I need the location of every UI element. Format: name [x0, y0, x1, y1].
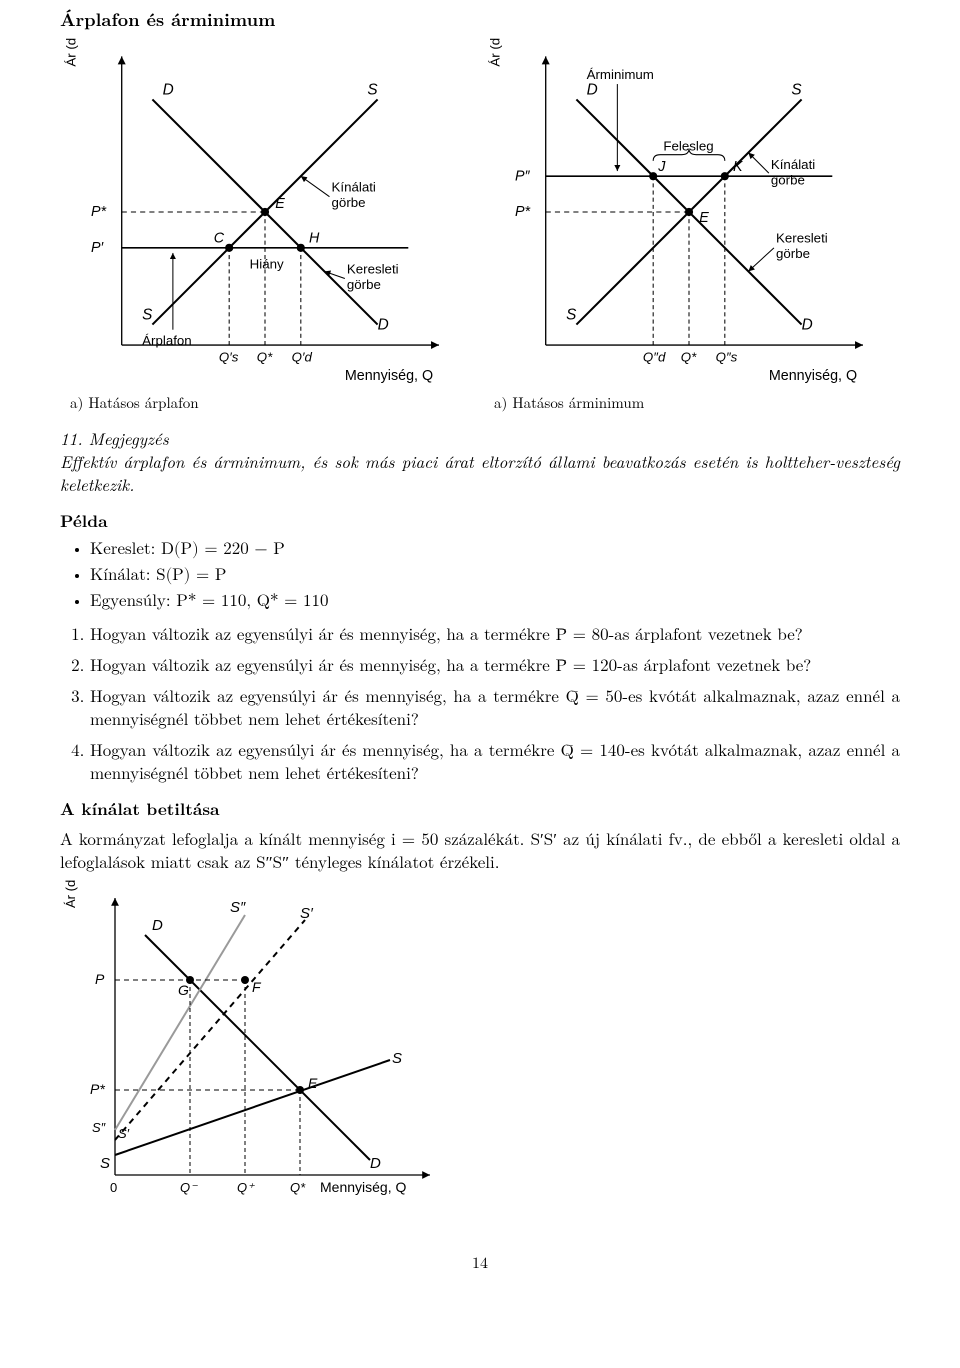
ban-heading: A kínálat betiltása	[60, 798, 900, 821]
figure-ban: Ár (dollár/Q), P D D S S S′ S′ S″ S″ P P…	[60, 880, 900, 1215]
label-E3: E	[308, 1075, 318, 1091]
label-Pprime: P′	[91, 240, 105, 256]
xlabel2: Mennyiség, Q	[769, 368, 857, 384]
label-S3: S	[392, 1050, 402, 1067]
label-Qm: Q⁻	[180, 1180, 198, 1195]
label-Qps: Q′s	[219, 350, 239, 365]
label-ceiling: Árplafon	[142, 333, 192, 348]
bullet-demand: Kereslet: D(P) = 220 − P	[90, 539, 900, 562]
bullet-supply: Kínálat: S(P) = P	[90, 565, 900, 588]
example-heading: Példa	[60, 510, 900, 533]
label-G: G	[178, 982, 189, 998]
xlabel1: Mennyiség, Q	[345, 368, 433, 384]
ylabel: Ár (dollár/Q), P	[64, 38, 79, 67]
label-K: K	[733, 159, 744, 175]
label-D2: D	[378, 317, 389, 334]
label-Qstar2: Q*	[681, 350, 697, 365]
label-D-f2: D	[587, 82, 598, 99]
label-Spb: S′	[118, 1126, 130, 1141]
label-S: S	[367, 82, 378, 99]
label-C: C	[214, 231, 225, 247]
page-number: 14	[60, 1251, 900, 1273]
label-Spp: S″	[230, 899, 246, 916]
label-Sp: S′	[300, 905, 314, 922]
label-F: F	[252, 979, 262, 995]
label-Qss: Q″s	[716, 350, 738, 365]
svg-text:görbe: görbe	[332, 195, 366, 210]
label-Ppp: P″	[515, 169, 531, 185]
figure-row-1: Ár (dollár/Q), P D S S D E P* P′ C	[60, 38, 900, 421]
question-1: Hogyan változik az egyensúlyi ár és menn…	[90, 622, 900, 645]
label-demandcurve2: Keresleti	[776, 231, 828, 246]
label-supplycurve1: Kínálati	[332, 180, 376, 195]
label-Qstar3: Q*	[290, 1180, 306, 1195]
label-S-f2: S	[791, 82, 802, 99]
label-S2-f2: S	[566, 307, 577, 324]
label-E: E	[275, 196, 285, 212]
page-title: Árplafon és árminimum	[60, 8, 900, 32]
svg-text:görbe: görbe	[347, 277, 381, 292]
chart-price-floor: Ár (dollár/Q), P D S S D P″ P* J K	[484, 38, 894, 386]
label-J: J	[657, 159, 666, 175]
chart-price-ceiling: Ár (dollár/Q), P D S S D E P* P′ C	[60, 38, 470, 386]
note-label: 11. Megjegyzés	[60, 426, 169, 450]
label-Pstar2: P*	[515, 204, 531, 220]
label-S3b: S	[100, 1155, 110, 1172]
label-E2: E	[699, 211, 709, 227]
label-H: H	[309, 231, 320, 247]
label-shortage: Hiány	[250, 257, 284, 272]
label-S2: S	[142, 307, 153, 324]
label-Qp: Q⁺	[237, 1180, 255, 1195]
question-3: Hogyan változik az egyensúlyi ár és menn…	[90, 684, 900, 730]
label-demandcurve1: Keresleti	[347, 262, 399, 277]
label-Pstar3: P*	[90, 1081, 105, 1097]
bullet-eq: Egyensúly: P* = 110, Q* = 110	[90, 591, 900, 614]
ylabel2: Ár (dollár/Q), P	[488, 38, 503, 67]
caption-fig2: a) Hatásos árminimum	[494, 393, 900, 413]
label-Qdd: Q″d	[643, 350, 666, 365]
svg-text:görbe: görbe	[776, 246, 810, 261]
figure-ceiling: Ár (dollár/Q), P D S S D E P* P′ C	[60, 38, 476, 421]
label-Qstar1: Q*	[257, 350, 273, 365]
note-text: Effektív árplafon és árminimum, és sok m…	[60, 449, 900, 496]
label-D: D	[163, 82, 174, 99]
document-page: Árplafon és árminimum Ár (dollár/Q), P D…	[0, 0, 960, 1313]
label-P3: P	[95, 971, 105, 987]
chart-supply-ban: Ár (dollár/Q), P D D S S S′ S′ S″ S″ P P…	[60, 880, 460, 1210]
label-supplycurve2: Kínálati	[771, 157, 815, 172]
question-list: Hogyan változik az egyensúlyi ár és menn…	[90, 622, 900, 784]
label-D2-f2: D	[802, 317, 813, 334]
caption-fig1: a) Hatásos árplafon	[70, 393, 476, 413]
question-4: Hogyan változik az egyensúlyi ár és menn…	[90, 738, 900, 784]
ylabel3: Ár (dollár/Q), P	[63, 880, 78, 908]
label-zero: 0	[110, 1180, 117, 1195]
label-floor: Árminimum	[587, 67, 654, 82]
label-D3b: D	[370, 1155, 381, 1172]
label-Qpd: Q′d	[292, 350, 313, 365]
label-Sppb: S″	[92, 1120, 106, 1135]
label-D3: D	[152, 917, 163, 934]
ban-text: A kormányzat lefoglalja a kínált mennyis…	[60, 827, 900, 873]
label-Pstar: P*	[91, 204, 107, 220]
example-bullets: Kereslet: D(P) = 220 − P Kínálat: S(P) =…	[90, 539, 900, 614]
xlabel3: Mennyiség, Q	[320, 1179, 406, 1195]
question-2: Hogyan változik az egyensúlyi ár és menn…	[90, 653, 900, 676]
svg-text:görbe: görbe	[771, 173, 805, 188]
figure-floor: Ár (dollár/Q), P D S S D P″ P* J K	[484, 38, 900, 421]
note-paragraph: 11. Megjegyzés Effektív árplafon és ármi…	[60, 427, 900, 496]
